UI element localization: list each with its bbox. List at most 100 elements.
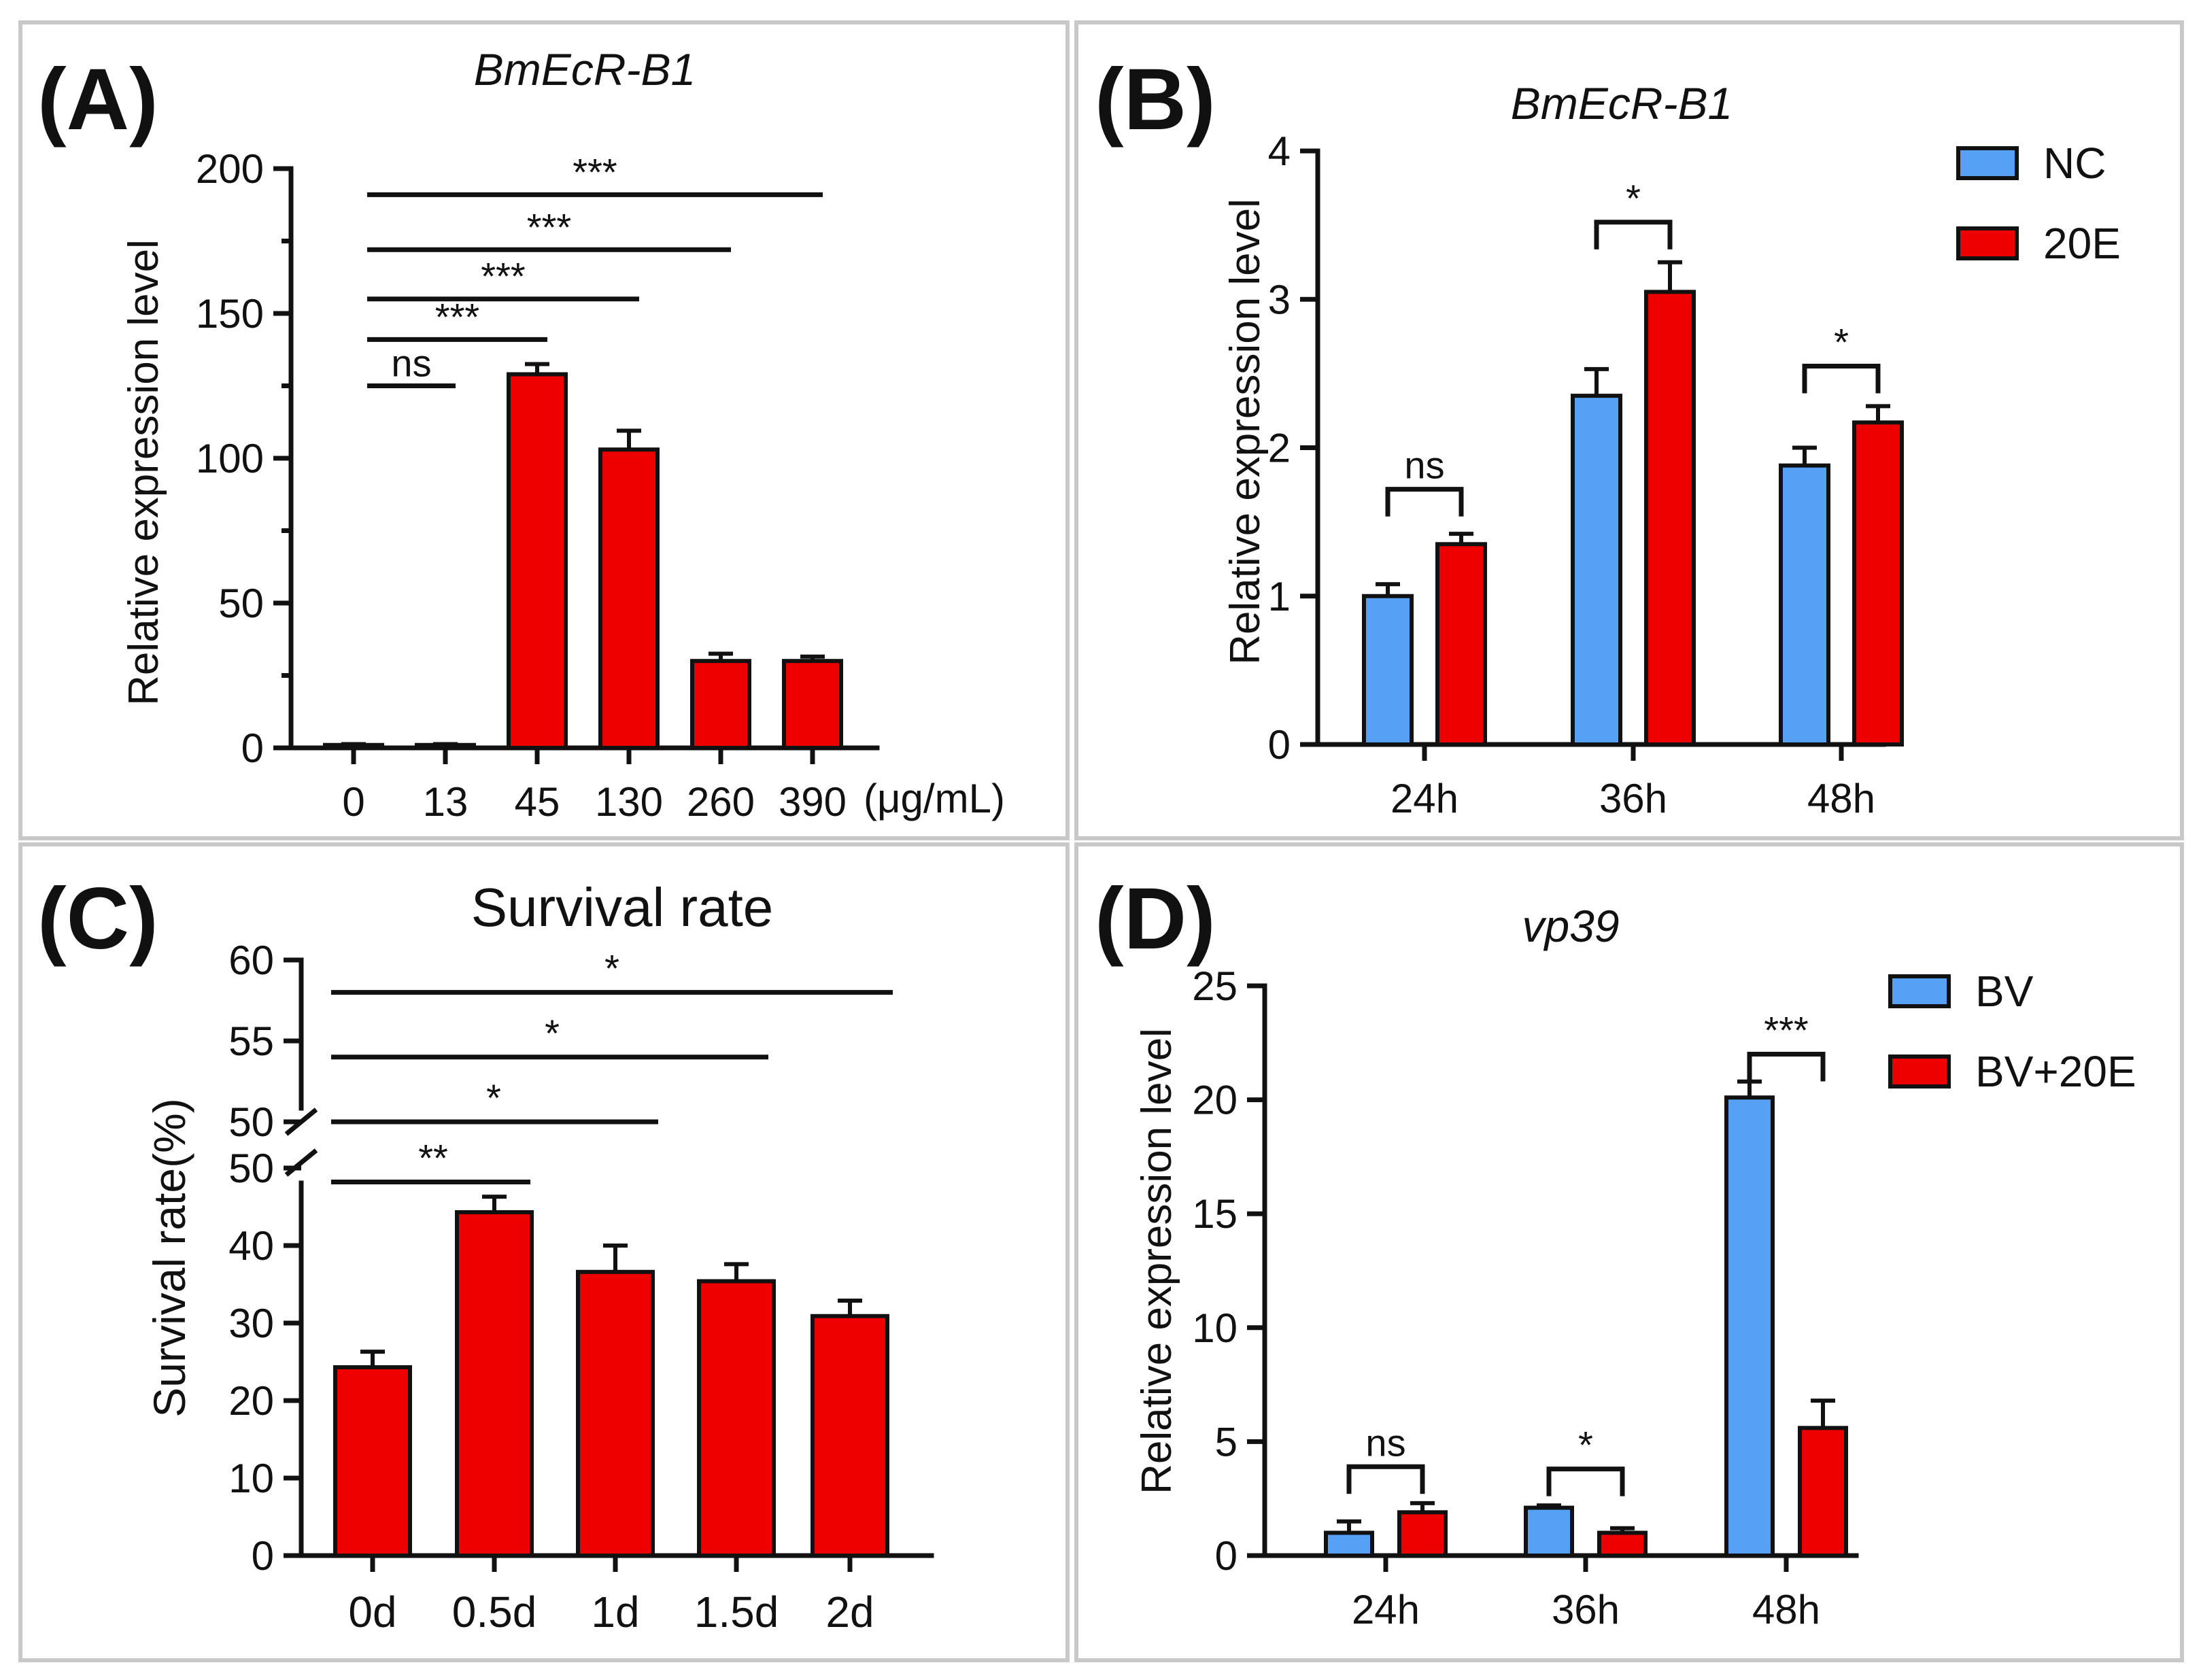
panel-d-legend-label: BV	[1975, 967, 2034, 1016]
panel-d-y-tick-label: 20	[1192, 1078, 1238, 1123]
panel-d-x-tick-label: 48h	[1752, 1587, 1820, 1632]
panel-a-x-tick-label: 45	[515, 779, 560, 825]
panel-d-y-tick-label: 0	[1215, 1533, 1238, 1579]
panel-a-significance-label: ***	[573, 150, 617, 193]
panel-c-y-tick-label: 55	[228, 1018, 274, 1064]
panel-d-significance-label: ns	[1365, 1421, 1405, 1464]
panel-b-bar-series2	[1644, 290, 1696, 747]
panel-b-significance-bracket	[1802, 363, 1881, 394]
panel-c-bar	[811, 1314, 889, 1558]
panel-b-y-tick-label: 1	[1268, 574, 1291, 619]
panel-d-bar-series2	[1798, 1426, 1848, 1558]
panel-d-legend-swatch	[1888, 1055, 1951, 1088]
panel-a-bar	[507, 372, 568, 750]
panel-d-significance-label: *	[1578, 1424, 1593, 1467]
panel-c-x-tick-label: 0d	[348, 1588, 396, 1636]
panel-d-significance-bracket	[1747, 1052, 1826, 1082]
panel-c-bar	[333, 1365, 412, 1558]
panel-c-title: Survival rate	[471, 877, 774, 938]
panel-a-letter: (A)	[37, 51, 158, 148]
panel-b-y-tick-label: 0	[1268, 722, 1291, 768]
panel-c-axis-break-mark	[284, 1148, 318, 1177]
panel-c-significance-label: *	[604, 947, 619, 990]
panel-c-y-tick-label: 60	[228, 938, 274, 983]
panel-d-ylabel: Relative expression level	[1133, 1028, 1180, 1494]
panel-c-x-tick-label: 1d	[591, 1588, 639, 1636]
panel-a-ylabel: Relative expression level	[120, 239, 167, 706]
panel-a-title: BmEcR-B1	[474, 44, 696, 95]
panel-c-y-tick-label: 50	[228, 1146, 274, 1191]
panel-a-y-tick-label: 200	[196, 146, 264, 192]
panel-c-x-tick-label: 1.5d	[694, 1588, 779, 1636]
panel-c-y-tick-label: 50	[228, 1099, 274, 1145]
panel-c-significance-label: **	[418, 1137, 448, 1180]
panel-c-bar	[455, 1210, 534, 1558]
panel-a-significance-label: ***	[481, 255, 525, 298]
panel-b-legend-label: 20E	[2043, 219, 2121, 268]
panel-a-frame	[18, 20, 1070, 840]
panel-b-legend-label: NC	[2043, 139, 2106, 188]
panel-c-y-tick-label: 30	[228, 1301, 274, 1346]
panel-c-frame	[18, 842, 1070, 1662]
panel-a-y-tick-label: 150	[196, 291, 264, 337]
panel-a-significance-label: ***	[435, 295, 479, 338]
panel-d-bar-series2	[1597, 1530, 1648, 1558]
panel-c-y-tick-label: 0	[252, 1533, 274, 1579]
panel-d-plot: 0 5 10 15 20 25 24h ns 36h * 48h *** BV BV+20E	[1192, 963, 2136, 1632]
panel-d-significance-bracket	[1346, 1464, 1425, 1494]
panel-d-bar-series1	[1524, 1505, 1574, 1558]
panel-c-significance-label: *	[486, 1076, 501, 1119]
panel-b-bar-series1	[1362, 594, 1414, 747]
panel-c-x-tick-label: 2d	[825, 1588, 874, 1636]
panel-a-y-tick-label: 100	[196, 436, 264, 481]
panel-b-significance-bracket	[1385, 487, 1464, 517]
panel-d-bar-series1	[1324, 1530, 1374, 1558]
panel-d-x-tick-label: 36h	[1552, 1587, 1620, 1632]
panel-d-significance-label: ***	[1764, 1009, 1808, 1052]
panel-b-y-tick-label: 2	[1268, 426, 1291, 471]
panel-c-x-tick-label: 0.5d	[452, 1588, 537, 1636]
panel-d-y-tick-label: 10	[1192, 1305, 1238, 1351]
panel-b-y-tick-label: 4	[1268, 128, 1291, 174]
panel-b-plot: 0 1 2 3 4 24h ns 36h * 48h * NC 20E	[1268, 128, 2121, 821]
panel-b-x-tick-label: 48h	[1807, 776, 1875, 821]
panel-c-bar	[576, 1269, 655, 1558]
panel-d-title: vp39	[1522, 901, 1619, 951]
panel-a-x-tick-label: 260	[687, 779, 755, 825]
panel-d-x-tick-label: 24h	[1352, 1587, 1420, 1632]
panel-c-ylabel: Survival rate(%)	[144, 1098, 194, 1417]
panel-d-letter: (D)	[1095, 870, 1216, 967]
panel-b-x-tick-label: 36h	[1599, 776, 1667, 821]
panel-d-legend-swatch	[1888, 974, 1951, 1008]
panel-d-significance-bracket	[1546, 1467, 1625, 1496]
panel-b-bar-series2	[1435, 542, 1487, 747]
panel-b-legend-swatch	[1956, 226, 2019, 260]
panel-b-bar-series1	[1779, 463, 1830, 747]
panel-b-significance-label: *	[1626, 177, 1641, 220]
panel-c-y-tick-label: 20	[228, 1378, 274, 1424]
panel-c-y-tick-label: 40	[228, 1223, 274, 1269]
panel-d-y-tick-label: 5	[1215, 1419, 1238, 1464]
panel-d-legend-label: BV+20E	[1975, 1047, 2136, 1096]
panel-a-significance-label: ***	[527, 205, 571, 248]
panel-a-y-tick-label: 50	[218, 581, 264, 626]
panel-a-xunit: (μg/mL)	[864, 776, 1005, 821]
panel-b-bar-series2	[1852, 420, 1904, 747]
panel-b-significance-bracket	[1594, 220, 1673, 250]
panel-b-y-tick-label: 3	[1268, 277, 1291, 322]
panel-a-bar	[782, 659, 843, 751]
panel-d-frame	[1074, 842, 2184, 1662]
panel-d-y-tick-label: 15	[1192, 1191, 1238, 1237]
panel-a-y-tick-label: 0	[241, 725, 264, 771]
panel-c-significance-label: *	[545, 1012, 560, 1055]
panel-b-significance-label: *	[1834, 320, 1849, 363]
panel-b-x-tick-label: 24h	[1390, 776, 1458, 821]
panel-b-letter: (B)	[1095, 51, 1216, 148]
panel-a-x-tick-label: 130	[595, 779, 663, 825]
panel-d-y-tick-label: 25	[1192, 963, 1238, 1009]
panel-a-x-tick-label: 13	[423, 779, 468, 825]
panel-b-ylabel: Relative expression level	[1222, 199, 1269, 665]
